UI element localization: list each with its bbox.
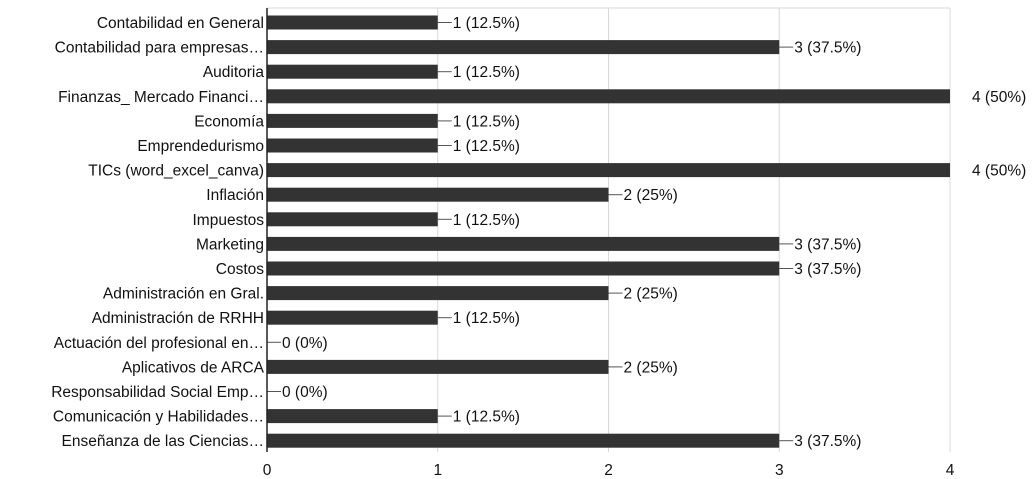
category-label: Contabilidad en General <box>97 15 264 32</box>
category-label: Emprendedurismo <box>137 138 264 155</box>
data-label: 0 (0%) <box>282 335 328 352</box>
bars <box>267 15 950 448</box>
bar <box>267 15 438 30</box>
bar <box>267 187 609 202</box>
data-label: 3 (37.5%) <box>794 433 861 450</box>
bar <box>267 286 609 301</box>
category-label: Impuestos <box>192 212 264 229</box>
x-tick-label: 0 <box>263 462 272 479</box>
data-label: 1 (12.5%) <box>453 64 520 81</box>
category-label: Contabilidad para empresas… <box>55 40 264 57</box>
x-tick-labels: 0 1 2 3 4 <box>263 462 955 479</box>
data-label: 3 (37.5%) <box>794 236 861 253</box>
data-label: 3 (37.5%) <box>794 261 861 278</box>
category-label: Administración en Gral. <box>103 286 264 303</box>
data-label: 1 (12.5%) <box>453 310 520 327</box>
category-label: Inflación <box>206 187 264 204</box>
x-tick-label: 3 <box>775 462 784 479</box>
category-label: Responsabilidad Social Emp… <box>51 384 264 401</box>
gridlines <box>267 7 951 452</box>
category-label: Marketing <box>196 236 264 253</box>
data-label: 1 (12.5%) <box>453 15 520 32</box>
x-tick-label: 1 <box>433 462 442 479</box>
category-label: Administración de RRHH <box>92 310 264 327</box>
data-label: 2 (25%) <box>624 359 678 376</box>
bar <box>267 64 438 79</box>
bar <box>267 236 780 251</box>
category-label: Enseñanza de las Ciencias… <box>62 433 264 450</box>
data-label: 2 (25%) <box>624 286 678 303</box>
data-label: 1 (12.5%) <box>453 212 520 229</box>
bar <box>267 89 950 104</box>
data-label: 1 (12.5%) <box>453 409 520 426</box>
category-label: Costos <box>216 261 264 278</box>
bar <box>267 113 438 128</box>
bar <box>267 409 438 424</box>
x-tick-label: 4 <box>946 462 955 479</box>
category-labels: Contabilidad en General Contabilidad para… <box>51 15 264 450</box>
category-label: Finanzas_ Mercado Financi… <box>58 89 264 106</box>
data-label: 4 (50%) <box>972 163 1026 180</box>
x-tick-label: 2 <box>604 462 613 479</box>
bar <box>267 261 780 276</box>
category-label: Comunicación y Habilidades… <box>53 409 264 426</box>
bar <box>267 163 950 178</box>
category-label: Aplicativos de ARCA <box>122 359 265 376</box>
data-labels: 1 (12.5%) 3 (37.5%) 1 (12.5%) 4 (50%) 1 (12.… <box>282 15 1026 450</box>
bar <box>267 138 438 153</box>
data-label: 0 (0%) <box>282 384 328 401</box>
data-label: 3 (37.5%) <box>794 40 861 57</box>
data-label: 1 (12.5%) <box>453 113 520 130</box>
category-label: Auditoria <box>203 64 265 81</box>
data-label: 4 (50%) <box>972 89 1026 106</box>
bar <box>267 212 438 227</box>
category-label: TICs (word_excel_canva) <box>88 163 264 180</box>
data-label: 2 (25%) <box>624 187 678 204</box>
label-connectors <box>267 22 794 442</box>
category-label: Economía <box>194 113 264 130</box>
bar <box>267 359 609 374</box>
bar <box>267 433 780 448</box>
data-label: 1 (12.5%) <box>453 138 520 155</box>
category-label: Actuación del profesional en… <box>54 335 264 352</box>
bar <box>267 310 438 325</box>
bar <box>267 40 780 55</box>
